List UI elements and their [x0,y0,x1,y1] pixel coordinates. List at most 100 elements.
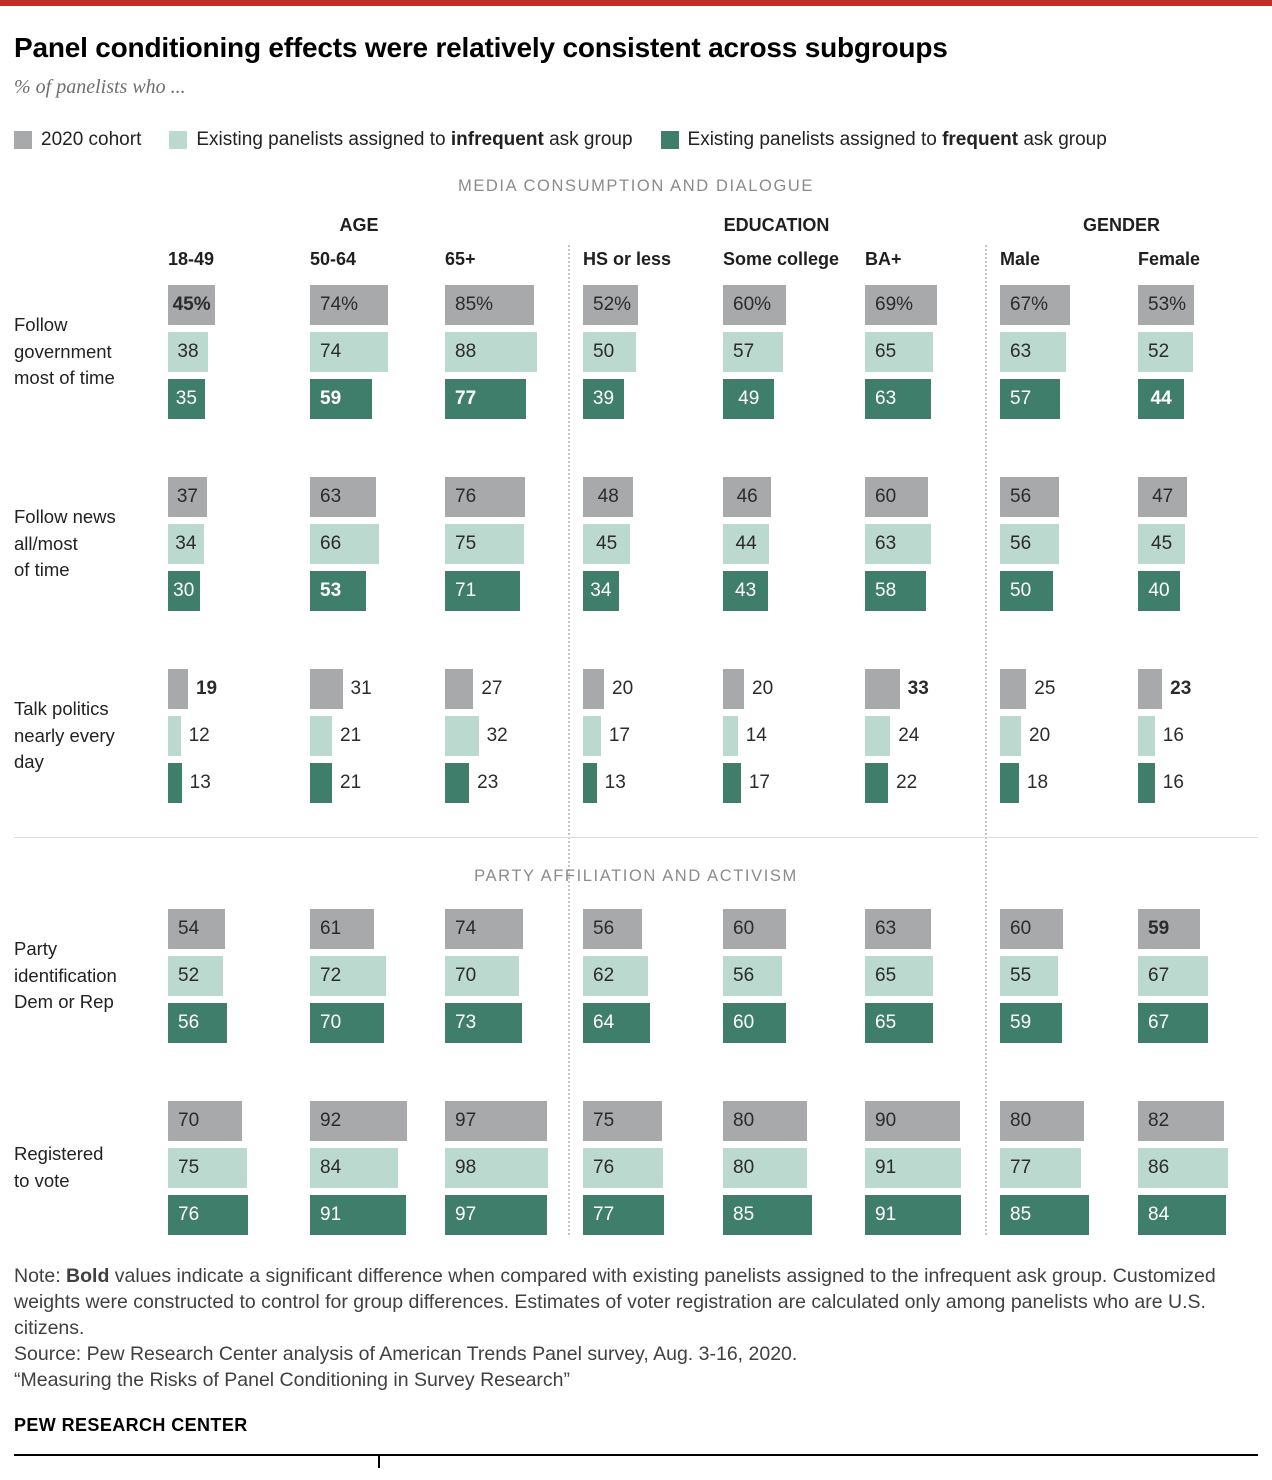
bar-infrequent-group [583,716,601,756]
bar-2020-cohort [445,669,474,709]
bar-value: 56 [178,1012,200,1033]
bar-value: 75 [455,533,477,554]
bar-2020-cohort: 76 [445,477,525,517]
bar-value: 73 [455,1012,477,1033]
bar-2020-cohort: 53% [1138,285,1194,325]
bar-value: 91 [875,1157,897,1178]
bar-value: 62 [593,965,615,986]
bar-infrequent-group: 65 [865,332,934,372]
bar-value: 63 [320,486,342,507]
bar-frequent-group: 50 [1000,571,1053,611]
bar-value: 21 [340,772,362,793]
bar-infrequent-group [723,716,738,756]
bar-value: 65 [875,341,897,362]
bar-infrequent-group [865,716,891,756]
bar-infrequent-group: 62 [583,956,649,996]
bar-value: 20 [1029,725,1051,746]
bar-infrequent-group: 38 [168,332,208,372]
column-header-ba-: BA+ [865,249,902,269]
bar-frequent-group: 43 [723,571,769,611]
bar-2020-cohort: 80 [723,1101,807,1141]
bar-2020-cohort [583,669,604,709]
bar-value: 59 [1010,1012,1032,1033]
bar-infrequent-group [310,716,333,756]
bar-infrequent-group: 77 [1000,1148,1081,1188]
bar-2020-cohort: 60 [723,909,786,949]
column-header-65-: 65+ [445,249,476,269]
bar-frequent-group: 40 [1138,571,1180,611]
bar-value: 59 [1148,918,1170,939]
bar-value: 67 [1148,965,1170,986]
row-label: Follow government most of time [14,285,164,419]
bar-value: 46 [736,486,758,507]
report-title-text: “Measuring the Risks of Panel Conditioni… [14,1369,571,1391]
bar-frequent-group: 97 [445,1195,547,1235]
bar-value: 22 [896,772,918,793]
bar-value: 31 [350,678,372,699]
bar-value: 52 [1148,341,1170,362]
bar-value: 23 [477,772,499,793]
bar-infrequent-group: 65 [865,956,934,996]
bar-2020-cohort: 59 [1138,909,1200,949]
bar-infrequent-group: 56 [723,956,782,996]
row-label-text: Follow news all/most of time [14,505,116,581]
bar-value: 34 [175,533,197,554]
bar-frequent-group: 59 [310,379,372,419]
bar-value: 60 [733,1012,755,1033]
bar-infrequent-group: 80 [723,1148,807,1188]
bar-2020-cohort: 60 [865,477,928,517]
bar-value: 57 [733,341,755,362]
legend-item-2020-cohort: 2020 cohort [14,129,141,151]
bar-infrequent-group: 63 [1000,332,1067,372]
bar-2020-cohort: 97 [445,1101,547,1141]
bar-frequent-group [723,763,741,803]
bar-2020-cohort: 54 [168,909,225,949]
bar-infrequent-group: 56 [1000,524,1059,564]
row-label-text: Talk politics nearly every day [14,697,115,773]
bar-frequent-group: 91 [310,1195,406,1235]
bar-infrequent-group: 84 [310,1148,399,1188]
bar-frequent-group [445,763,470,803]
bar-infrequent-group: 72 [310,956,386,996]
chart-page: Panel conditioning effects were relative… [0,32,1272,1436]
bar-value: 40 [1148,580,1170,601]
bar-infrequent-group: 52 [1138,332,1193,372]
bar-infrequent-group: 70 [445,956,519,996]
row-label-text: Registered to vote [14,1143,104,1191]
bar-value: 76 [455,486,477,507]
bar-value: 12 [188,725,210,746]
bar-value: 77 [1010,1157,1032,1178]
bar-value: 80 [733,1157,755,1178]
bar-value: 49 [738,388,760,409]
bar-frequent-group: 56 [168,1003,227,1043]
bar-infrequent-group: 44 [723,524,770,564]
footer-tick [378,1456,380,1468]
bar-frequent-group: 39 [583,379,624,419]
bar-frequent-group: 53 [310,571,366,611]
bar-frequent-group: 85 [723,1195,813,1235]
chart-title: Panel conditioning effects were relative… [14,32,948,63]
bar-value: 47 [1152,486,1174,507]
bar-infrequent-group: 91 [865,1148,961,1188]
bar-value: 92 [320,1110,342,1131]
bar-frequent-group: 49 [723,379,775,419]
bar-infrequent-group: 75 [445,524,524,564]
bar-2020-cohort [723,669,744,709]
bar-value: 56 [733,965,755,986]
bar-frequent-group: 84 [1138,1195,1227,1235]
bar-value: 86 [1148,1157,1170,1178]
bar-frequent-group: 63 [865,379,932,419]
bar-value: 64 [593,1012,615,1033]
bar-value: 67 [1148,1012,1170,1033]
bar-2020-cohort: 56 [1000,477,1059,517]
top-accent-bar [0,0,1272,6]
bar-value: 25 [1034,678,1056,699]
bar-value: 60 [875,486,897,507]
bar-frequent-group: 73 [445,1003,522,1043]
bar-2020-cohort [168,669,188,709]
bar-value: 37 [176,486,198,507]
bar-value: 33 [907,678,929,699]
column-group-separator [568,245,570,1235]
bar-2020-cohort: 45% [168,285,216,325]
footer-rule [14,1454,1258,1468]
